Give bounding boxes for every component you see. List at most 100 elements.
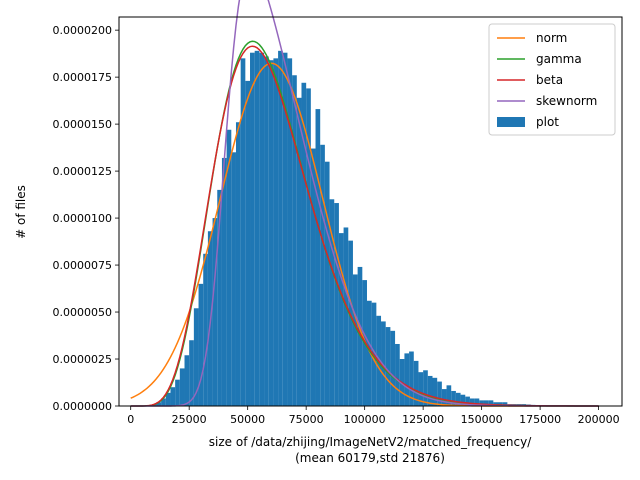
histogram-bar (334, 203, 339, 406)
y-tick-label: 0.0000025 (53, 353, 113, 366)
histogram-bar (469, 398, 475, 406)
histogram-bar (282, 52, 288, 406)
histogram-bar (320, 144, 325, 406)
histogram-bar (413, 360, 419, 406)
histogram-bar (488, 400, 494, 406)
x-tick-label: 0 (127, 413, 134, 426)
histogram-bar (324, 161, 330, 406)
histogram-bar (409, 351, 414, 406)
histogram-bar (315, 109, 321, 406)
histogram-bar (221, 157, 227, 406)
histogram-bar (427, 375, 433, 406)
histogram-bar (465, 396, 470, 406)
y-tick-label: 0.0000175 (53, 71, 113, 84)
histogram-bar (479, 400, 484, 406)
histogram-bar (193, 308, 199, 406)
histogram-bar (235, 122, 241, 406)
histogram-bar (273, 58, 279, 407)
legend-label-skewnorm: skewnorm (536, 94, 597, 108)
y-tick-label: 0.0000150 (53, 118, 113, 131)
histogram-bar (446, 385, 452, 406)
histogram-bar (348, 240, 353, 406)
histogram-bar (381, 321, 386, 406)
histogram-bar (404, 353, 410, 406)
histogram-bar (329, 199, 335, 406)
histogram-bar (502, 402, 508, 406)
histogram-bar (437, 381, 442, 406)
histogram-bar (245, 80, 251, 406)
histogram-bar (455, 392, 461, 406)
legend: norm gamma beta skewnorm plot (488, 23, 616, 136)
histogram-bar (385, 327, 391, 406)
x-axis-ticks: 0 25000 50000 75000 100000 125000 150000 175000… (127, 406, 620, 426)
histogram-bar (268, 60, 274, 406)
y-tick-label: 0.0000000 (53, 400, 113, 413)
histogram-bar (390, 330, 396, 406)
histogram-bar (338, 233, 344, 406)
histogram-bar (231, 152, 236, 406)
histogram-bar (165, 392, 171, 406)
histogram-bar (296, 97, 302, 406)
histogram-bar (395, 343, 400, 406)
x-tick-label: 75000 (289, 413, 324, 426)
histogram-bar (306, 88, 311, 406)
legend-label-norm: norm (536, 31, 567, 45)
x-tick-label: 25000 (172, 413, 207, 426)
histogram-bar (179, 368, 185, 406)
histogram-bar (432, 377, 438, 406)
histogram-bar (175, 379, 180, 406)
histogram-bar (170, 387, 176, 406)
x-tick-label: 125000 (402, 413, 444, 426)
histogram-bar (217, 189, 222, 406)
x-axis-label: size of /data/zhijing/ImageNetV2/matched… (209, 435, 532, 449)
y-tick-label: 0.0000075 (53, 259, 113, 272)
histogram-bar (352, 274, 358, 406)
histogram-bar (343, 227, 349, 406)
histogram-bar (226, 129, 232, 407)
histogram-bar (198, 283, 204, 406)
histogram-bar (423, 370, 428, 406)
x-tick-label: 50000 (230, 413, 265, 426)
histogram-bar (460, 394, 466, 406)
histogram-bar (259, 52, 265, 406)
x-tick-label: 200000 (578, 413, 620, 426)
legend-label-beta: beta (536, 73, 563, 87)
legend-box (488, 23, 616, 136)
x-tick-label: 100000 (344, 413, 386, 426)
legend-swatch-plot (497, 117, 525, 127)
y-tick-label: 0.0000100 (53, 212, 113, 225)
histogram-bars (142, 50, 601, 407)
plot-frame (118, 16, 623, 407)
y-tick-label: 0.0000050 (53, 306, 113, 319)
x-tick-label: 175000 (519, 413, 561, 426)
histogram-bar (264, 56, 269, 406)
histogram-bar (278, 50, 283, 407)
histogram-bar (254, 50, 260, 407)
histogram-bar (250, 52, 255, 406)
x-tick-label: 150000 (461, 413, 503, 426)
y-axis-label: # of files (14, 185, 28, 239)
legend-label-gamma: gamma (536, 52, 582, 66)
histogram-bar (451, 390, 456, 406)
histogram-bar (184, 355, 190, 406)
histogram-bar (418, 372, 424, 406)
histogram-bar (292, 75, 297, 406)
histogram-bar (310, 148, 316, 406)
histogram-bar (161, 398, 166, 406)
y-axis-ticks: 0.0000000 0.0000025 0.0000050 0.0000075 0.00… (53, 24, 119, 413)
histogram-bar (212, 218, 218, 406)
histogram-bar (366, 300, 372, 406)
histogram-bar (203, 253, 208, 406)
histogram-bar (301, 82, 307, 406)
histogram-bar (483, 400, 489, 406)
y-tick-label: 0.0000125 (53, 165, 113, 178)
histogram-bar (189, 340, 194, 406)
y-tick-label: 0.0000200 (53, 24, 113, 37)
histogram-bar (498, 402, 503, 406)
histogram-bar (156, 402, 162, 406)
histogram-bar (240, 58, 246, 407)
legend-label-plot: plot (536, 115, 559, 129)
histogram-bar (474, 398, 480, 406)
histogram-bar (441, 389, 447, 406)
